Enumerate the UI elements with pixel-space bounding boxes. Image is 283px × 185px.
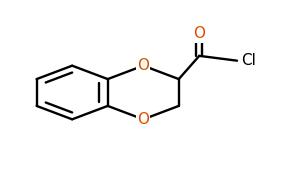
Text: O: O — [137, 112, 149, 127]
Text: O: O — [137, 58, 149, 73]
Text: O: O — [193, 26, 205, 41]
Text: Cl: Cl — [241, 53, 256, 68]
